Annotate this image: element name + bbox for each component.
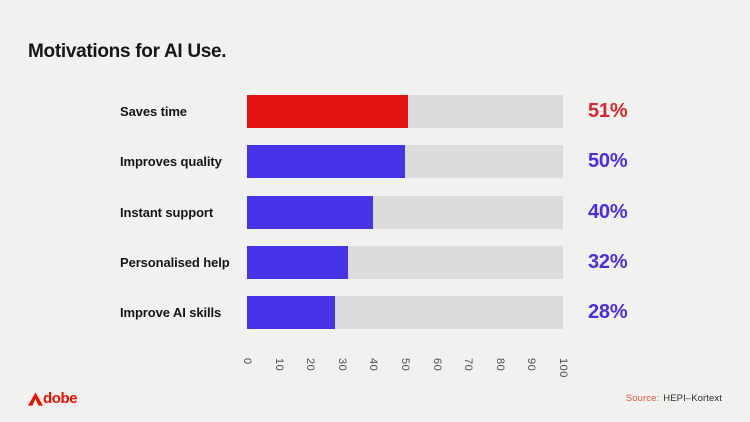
value-label: 51% [588,100,628,122]
x-tick-label: 0 [241,358,253,365]
adobe-wordmark-rest: dobe [43,390,78,407]
bar-row: Personalised help 32% [0,246,750,279]
value-label: 28% [588,301,628,323]
source-note: Source: HEPI–Kortext [626,393,722,404]
category-label: Improves quality [120,154,222,169]
x-tick-label: 80 [493,358,506,372]
bar-fill [247,246,348,279]
bar-row: Improves quality 50% [0,145,750,178]
value-label: 50% [588,150,628,172]
bar-fill [247,296,335,329]
x-tick-label: 50 [399,358,411,372]
bar-track [247,296,563,329]
source-value: HEPI–Kortext [663,393,722,404]
x-tick-label: 70 [462,358,475,372]
x-tick-label: 40 [367,358,380,372]
x-tick-label: 100 [557,358,569,378]
category-label: Improve AI skills [120,305,222,320]
adobe-a-icon [28,392,43,406]
category-label: Saves time [120,104,187,119]
x-tick-label: 90 [525,358,538,372]
bar-track [247,95,563,128]
category-label: Instant support [120,205,214,220]
bar-row: Instant support 40% [0,196,750,229]
source-label: Source: [625,393,660,404]
bar-fill [247,95,408,128]
bar-row: Saves time 51% [0,95,750,128]
bar-track [247,246,563,279]
bar-track [247,145,563,178]
page-title: Motivations for AI Use. [28,41,227,62]
bar-fill [247,196,373,229]
adobe-logo: dobe [28,390,78,407]
bar-track [247,196,563,229]
category-label: Personalised help [120,255,230,270]
x-tick-label: 30 [335,358,348,372]
value-label: 32% [588,251,628,273]
value-label: 40% [588,201,628,223]
x-tick-label: 10 [272,358,285,372]
bar-row: Improve AI skills 28% [0,296,750,329]
bar-fill [247,145,405,178]
x-tick-label: 60 [430,358,443,372]
x-tick-label: 20 [304,358,317,372]
